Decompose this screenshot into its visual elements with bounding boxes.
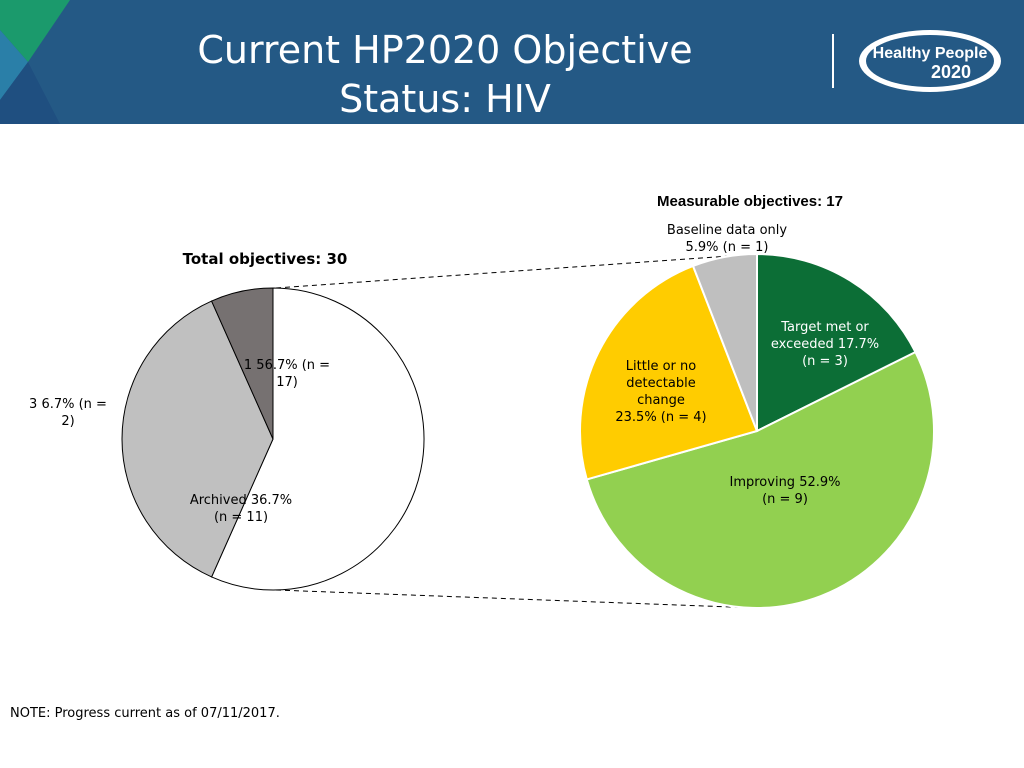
logo-text-line1: Healthy People [873,45,988,62]
pie2-slice-label-1: Improving 52.9% (n = 9) [730,475,841,507]
measurable-objectives-title: Measurable objectives: 17 [657,193,843,210]
pie2-slice-label-3: Baseline data only 5.9% (n = 1) [667,223,787,255]
pie1-slice-label-1: Archived 36.7% (n = 11) [190,493,292,525]
logo-divider [832,34,834,88]
pie1-slice-2 [210,287,274,440]
healthy-people-2020-logo: Healthy People 2020 [859,30,1001,92]
slide-title-line2: Status: HIV [339,77,551,121]
pie2-slice-0 [756,252,917,433]
progress-note: NOTE: Progress current as of 07/11/2017. [10,706,280,721]
pie2-slice-label-2: Little or no detectable change 23.5% (n = 4… [615,359,706,425]
header-bar: Current HP2020 Objective Status: HIV Hea… [0,0,1024,124]
logo-text-line2: 2020 [931,62,971,82]
total-objectives-title: Total objectives: 30 [183,250,348,268]
slide-title-line1: Current HP2020 Objective [197,28,693,72]
pie1-slice-label-0: 1 56.7% (n = 17) [244,358,330,390]
pie2-slice-1 [585,350,935,609]
pie2-slice-label-0: Target met or exceeded 17.7% (n = 3) [771,320,879,369]
pie1-slice-0 [210,287,425,591]
header-corner-decoration [0,0,70,124]
total-objectives-pie: 1 56.7% (n = 17) Archived 36.7% (n = 11) 3 6… [29,287,425,591]
measurable-objectives-pie: Target met or exceeded 17.7% (n = 3) Improv… [579,223,935,609]
pie2-slice-3 [691,252,758,432]
pie1-slice-1 [121,300,274,578]
pie1-slice-label-2: 3 6.7% (n = 2) [29,397,107,429]
slide-title: Current HP2020 Objective Status: HIV [150,26,740,124]
